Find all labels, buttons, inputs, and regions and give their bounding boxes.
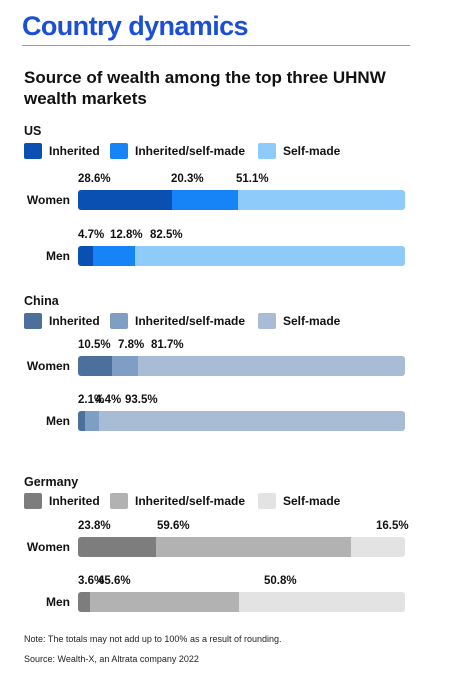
legend-label: Self-made: [283, 494, 341, 508]
bar-segment-inherited: [78, 190, 173, 210]
legend-label: Self-made: [283, 144, 341, 158]
bar-segment-inherited-self-made: [112, 356, 139, 376]
data-label: 82.5%: [150, 229, 183, 241]
legend-label: Inherited: [49, 314, 100, 328]
page-title: Country dynamics: [22, 11, 249, 41]
legend-label: Self-made: [283, 314, 341, 328]
bar-segment-inherited: [78, 592, 91, 612]
data-label: 3.6%: [78, 575, 105, 587]
data-label: 50.8%: [264, 575, 297, 587]
bar-segment-inherited: [78, 537, 157, 557]
bar-segment-inherited-self-made: [155, 537, 352, 557]
legend-swatch: [24, 143, 42, 159]
row-label-china-men: Men: [46, 414, 70, 428]
data-label: 2.1%: [78, 394, 105, 406]
country-label-us: US: [24, 124, 42, 138]
bar-segment-inherited: [78, 411, 86, 431]
chart-title: Source of wealth among the top three UHN…: [24, 68, 386, 108]
legend-swatch: [258, 143, 276, 159]
bar-segment-self-made: [137, 356, 405, 376]
country-label-china: China: [24, 294, 59, 308]
bar-segment-self-made: [350, 537, 405, 557]
bar-china-women: [78, 356, 405, 376]
legend-swatch: [258, 493, 276, 509]
row-label-germany-women: Women: [26, 540, 70, 554]
bar-us-men: [78, 246, 405, 266]
bar-germany-women: [78, 537, 405, 557]
legend-label: Inherited/self-made: [135, 494, 246, 508]
data-label: 81.7%: [151, 339, 184, 351]
bar-germany-men: [78, 592, 405, 612]
legend-swatch: [110, 143, 128, 159]
data-label: 16.5%: [376, 520, 409, 532]
bar-segment-self-made: [135, 246, 405, 266]
data-label: 20.3%: [171, 173, 204, 185]
data-label: 59.6%: [157, 520, 190, 532]
data-label: 10.5%: [78, 339, 111, 351]
row-label-china-women: Women: [26, 359, 70, 373]
data-label: 93.5%: [125, 394, 158, 406]
bar-segment-inherited-self-made: [84, 411, 100, 431]
legend-label: Inherited/self-made: [135, 144, 246, 158]
bar-segment-self-made: [238, 592, 405, 612]
bar-segment-inherited: [78, 246, 94, 266]
title-divider: [22, 45, 410, 46]
legend-swatch: [24, 313, 42, 329]
legend-swatch: [258, 313, 276, 329]
row-label-us-women: Women: [26, 193, 70, 207]
legend-swatch: [24, 493, 42, 509]
row-label-germany-men: Men: [46, 595, 70, 609]
legend-swatch: [110, 313, 128, 329]
data-label: 23.8%: [78, 520, 111, 532]
data-label: 28.6%: [78, 173, 111, 185]
legend-germany: Inherited Inherited/self-made Self-made: [24, 493, 424, 509]
bar-segment-inherited-self-made: [89, 592, 240, 612]
footnote-source: Source: Wealth-X, an Altrata company 202…: [24, 654, 199, 664]
data-label: 45.6%: [98, 575, 131, 587]
legend-china: Inherited Inherited/self-made Self-made: [24, 313, 424, 329]
bar-segment-self-made: [237, 190, 405, 210]
country-label-germany: Germany: [24, 475, 79, 489]
data-label: 7.8%: [118, 339, 145, 351]
data-label: 51.1%: [236, 173, 269, 185]
bar-segment-inherited-self-made: [93, 246, 136, 266]
legend-label: Inherited: [49, 144, 100, 158]
bar-us-women: [78, 190, 405, 210]
legend-label: Inherited/self-made: [135, 314, 246, 328]
footnote-note: Note: The totals may not add up to 100% …: [24, 634, 282, 644]
bar-segment-inherited-self-made: [171, 190, 239, 210]
legend-label: Inherited: [49, 494, 100, 508]
bar-segment-inherited: [78, 356, 113, 376]
data-label: 12.8%: [110, 229, 143, 241]
data-label: 4.7%: [78, 229, 105, 241]
legend-swatch: [110, 493, 128, 509]
row-label-us-men: Men: [46, 249, 70, 263]
bar-segment-self-made: [99, 411, 405, 431]
data-label: 4.4%: [95, 394, 122, 406]
bar-china-men: [78, 411, 405, 431]
legend-us: Inherited Inherited/self-made Self-made: [24, 143, 424, 159]
